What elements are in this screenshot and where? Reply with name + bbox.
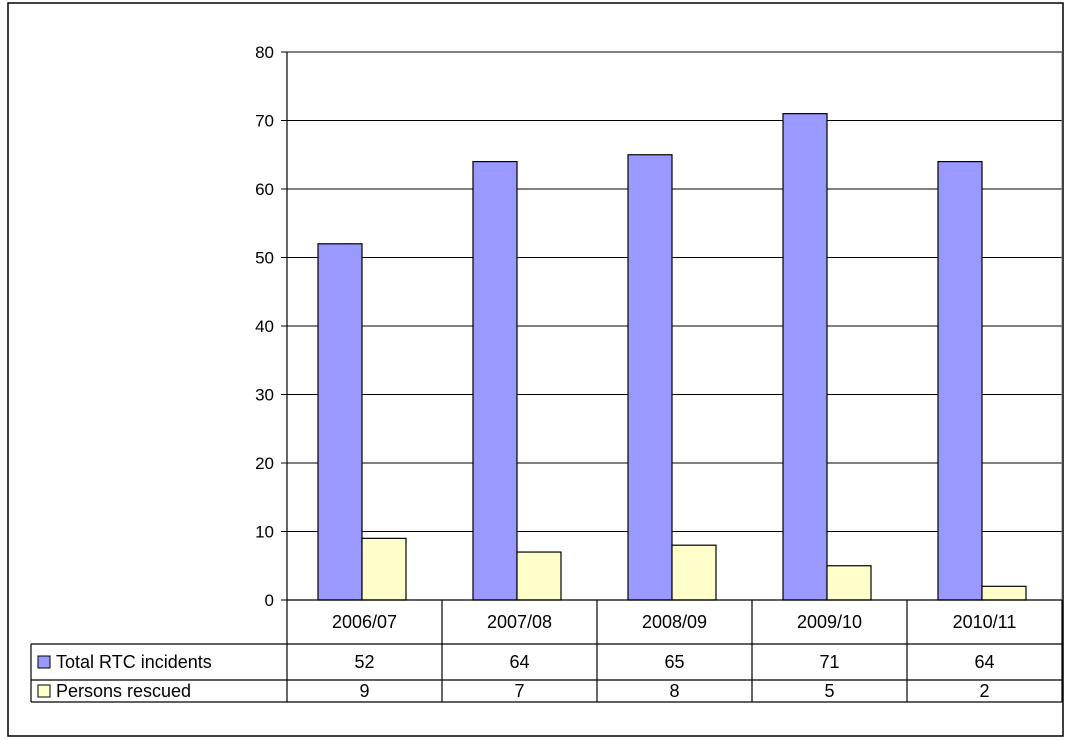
- x-category-label: 2010/11: [953, 612, 1017, 632]
- table-value: 8: [669, 681, 679, 701]
- bar-persons-rescued: [671, 544, 717, 601]
- chart-border: [7, 2, 1064, 737]
- table-value: 52: [354, 652, 374, 672]
- table-value: 64: [509, 652, 529, 672]
- y-tick-label: 30: [255, 386, 274, 405]
- table-value: 65: [664, 652, 684, 672]
- y-tick-label: 20: [255, 454, 274, 473]
- table-value: 71: [819, 652, 839, 672]
- bar-total-rtc-incidents: [782, 113, 828, 601]
- bar-total-rtc-incidents: [472, 161, 518, 601]
- bar-total-rtc-incidents: [317, 243, 363, 601]
- legend-key: [37, 655, 51, 669]
- bar-total-rtc-incidents: [627, 154, 673, 601]
- bar-persons-rescued: [981, 585, 1027, 601]
- x-category-label: 2009/10: [797, 612, 862, 632]
- x-category-label: 2007/08: [487, 612, 552, 632]
- y-tick-label: 80: [255, 43, 274, 62]
- legend-label: Persons rescued: [56, 681, 191, 701]
- y-tick-label: 70: [255, 112, 274, 131]
- table-value: 64: [974, 652, 994, 672]
- legend-key: [37, 684, 51, 698]
- bar-persons-rescued: [826, 565, 872, 601]
- y-tick-label: 0: [265, 591, 274, 610]
- table-value: 7: [514, 681, 524, 701]
- bar-persons-rescued: [516, 551, 562, 601]
- table-value: 5: [824, 681, 834, 701]
- y-tick-label: 10: [255, 523, 274, 542]
- legend-label: Total RTC incidents: [56, 652, 212, 672]
- y-tick-label: 40: [255, 317, 274, 336]
- x-category-label: 2008/09: [642, 612, 707, 632]
- table-value: 9: [359, 681, 369, 701]
- x-category-label: 2006/07: [332, 612, 397, 632]
- table-value: 2: [979, 681, 989, 701]
- y-tick-label: 50: [255, 249, 274, 268]
- y-tick-label: 60: [255, 180, 274, 199]
- bar-persons-rescued: [361, 537, 407, 601]
- bar-total-rtc-incidents: [937, 161, 983, 601]
